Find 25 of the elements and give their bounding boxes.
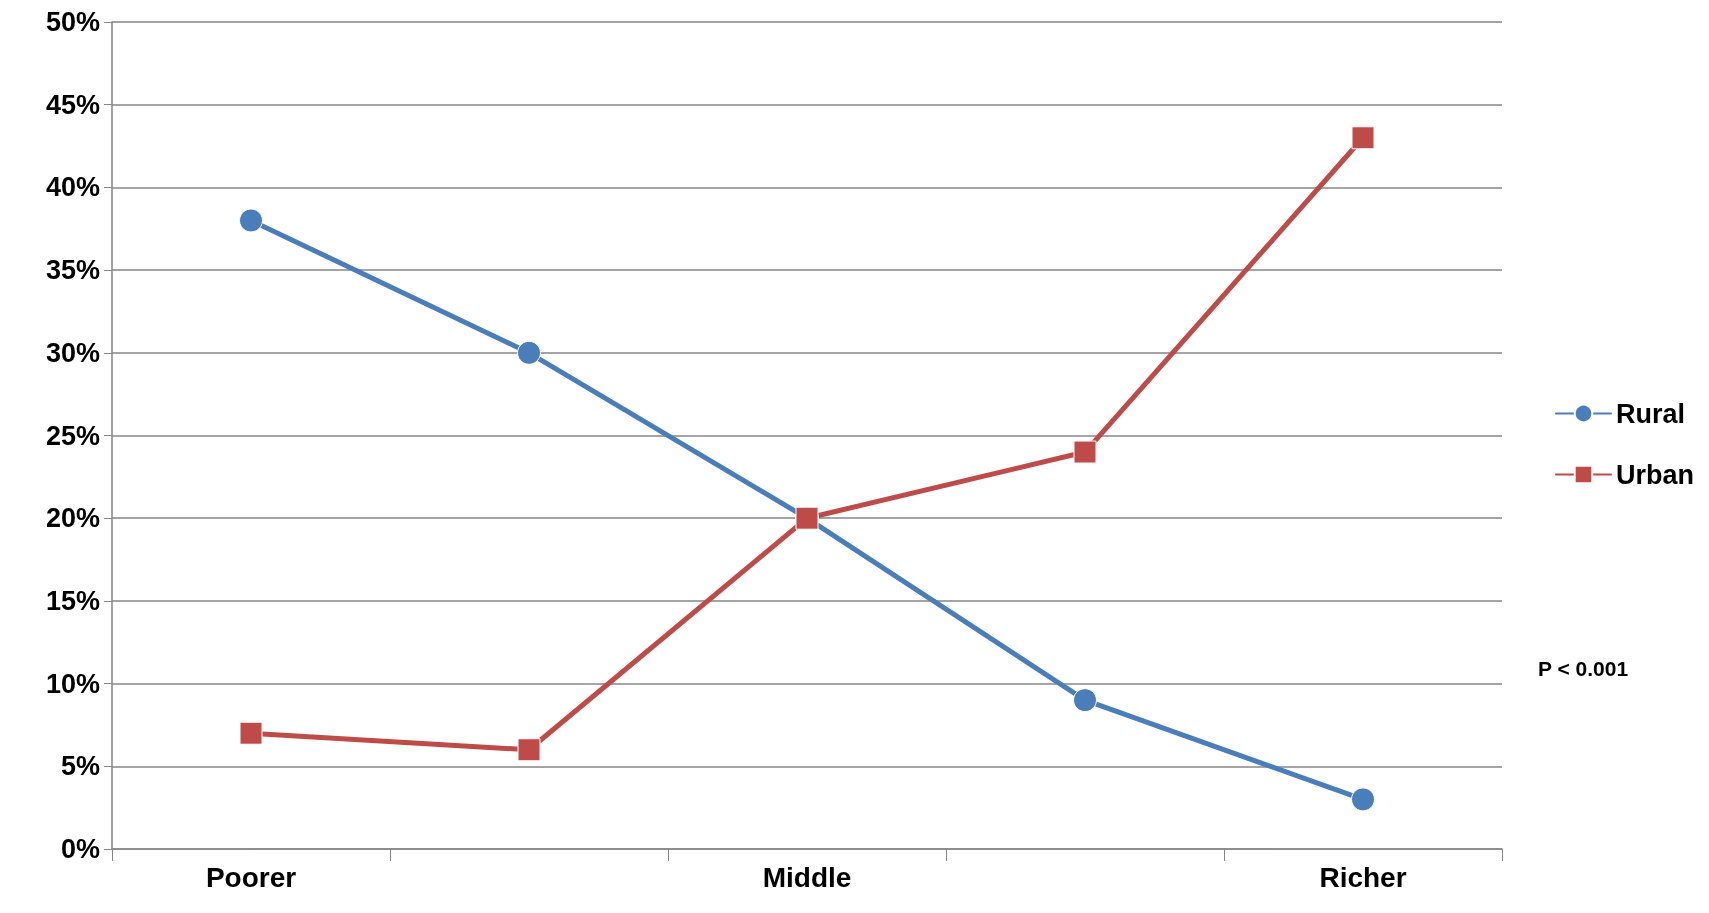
- y-tick-label: 35%: [45, 255, 100, 286]
- legend-label: Rural: [1615, 398, 1686, 429]
- y-tick-label: 0%: [60, 834, 100, 864]
- y-tick-label: 20%: [45, 503, 100, 534]
- point: [517, 738, 541, 762]
- point: [239, 208, 263, 233]
- point: [1073, 688, 1097, 713]
- y-tick-label: 50%: [45, 7, 100, 37]
- y-tick-label: 10%: [45, 668, 100, 699]
- y-tick-label: 5%: [60, 751, 100, 782]
- y-tick-label: 45%: [45, 89, 100, 120]
- x-tick-label: Poorer: [205, 861, 297, 893]
- y-tick-label: 15%: [45, 585, 100, 616]
- point: [1351, 126, 1375, 150]
- point: [517, 340, 541, 365]
- x-tick-label: Middle: [762, 861, 852, 893]
- point: [1073, 440, 1097, 464]
- x-tick-label: Richer: [1319, 861, 1407, 893]
- legend-label: Urban: [1615, 459, 1695, 490]
- point: [1351, 787, 1375, 812]
- y-tick-label: 40%: [45, 172, 100, 203]
- y-tick-label: 25%: [45, 420, 100, 451]
- point: [239, 721, 263, 745]
- y-tick-label: 30%: [45, 337, 100, 368]
- text: P < 0.001: [1538, 657, 1629, 680]
